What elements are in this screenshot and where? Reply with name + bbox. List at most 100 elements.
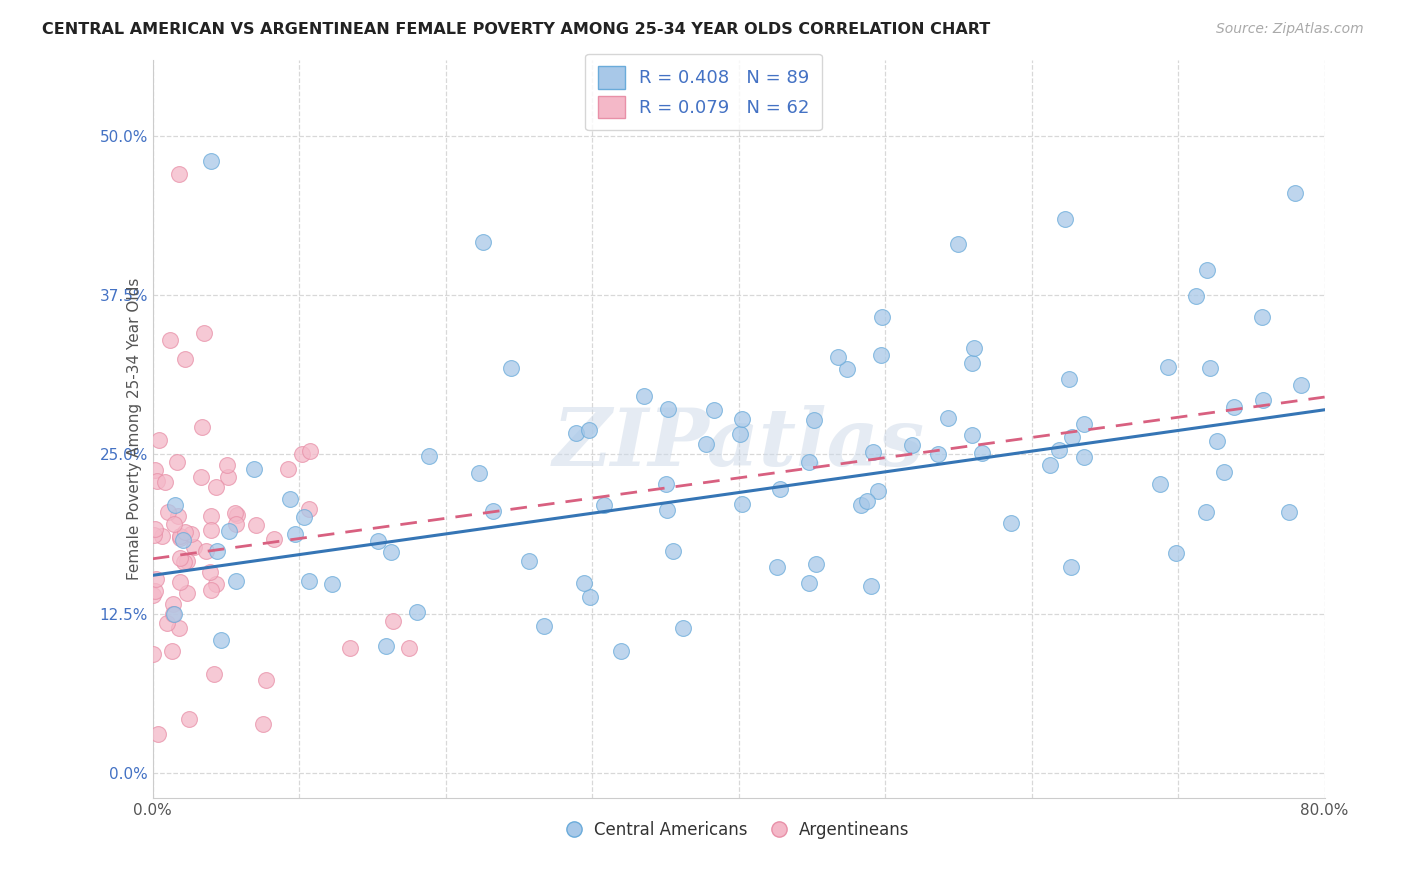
Point	[1000, 516, 1022, 531]
Point	[215, 458, 238, 472]
Point	[200, 508, 222, 523]
Point	[145, 572, 167, 586]
Point	[153, 475, 176, 489]
Point	[195, 544, 218, 558]
Point	[1062, 430, 1084, 444]
Point	[468, 466, 491, 480]
Point	[472, 235, 495, 249]
Point	[176, 586, 198, 600]
Point	[225, 517, 247, 532]
Point	[574, 576, 596, 591]
Point	[661, 543, 683, 558]
Point	[765, 559, 787, 574]
Point	[1073, 450, 1095, 465]
Point	[142, 647, 165, 661]
Point	[200, 523, 222, 537]
Point	[299, 444, 322, 458]
Point	[242, 462, 264, 476]
Point	[1251, 310, 1274, 324]
Point	[856, 493, 879, 508]
Point	[1149, 477, 1171, 491]
Point	[1057, 372, 1080, 386]
Point	[1195, 505, 1218, 519]
Point	[169, 531, 191, 545]
Point	[298, 574, 321, 589]
Point	[167, 621, 190, 635]
Point	[936, 411, 959, 425]
Point	[1222, 400, 1244, 414]
Point	[159, 333, 181, 347]
Point	[165, 498, 187, 512]
Point	[298, 501, 321, 516]
Point	[146, 474, 169, 488]
Point	[870, 348, 893, 362]
Point	[142, 588, 165, 602]
Point	[381, 615, 404, 629]
Point	[200, 154, 222, 169]
Point	[225, 508, 247, 522]
Point	[167, 509, 190, 524]
Point	[173, 555, 195, 569]
Point	[1197, 262, 1219, 277]
Point	[859, 579, 882, 593]
Point	[156, 505, 179, 519]
Point	[169, 528, 191, 542]
Point	[960, 356, 983, 370]
Point	[610, 643, 633, 657]
Legend: Central Americans, Argentineans: Central Americans, Argentineans	[561, 814, 917, 846]
Point	[200, 583, 222, 598]
Point	[900, 438, 922, 452]
Point	[176, 554, 198, 568]
Point	[1284, 186, 1306, 201]
Point	[797, 576, 820, 591]
Point	[193, 326, 215, 341]
Point	[263, 532, 285, 546]
Point	[278, 492, 301, 507]
Point	[173, 524, 195, 539]
Point	[1059, 560, 1081, 574]
Point	[277, 461, 299, 475]
Point	[190, 420, 212, 434]
Point	[160, 643, 183, 657]
Point	[254, 673, 277, 687]
Point	[962, 427, 984, 442]
Point	[169, 550, 191, 565]
Point	[205, 544, 228, 558]
Point	[1053, 211, 1076, 226]
Y-axis label: Female Poverty Among 25-34 Year Olds: Female Poverty Among 25-34 Year Olds	[127, 277, 142, 580]
Point	[728, 427, 751, 442]
Point	[1289, 378, 1312, 392]
Point	[198, 565, 221, 579]
Point	[150, 529, 173, 543]
Point	[1198, 361, 1220, 376]
Point	[204, 480, 226, 494]
Point	[183, 541, 205, 555]
Point	[1164, 546, 1187, 560]
Point	[868, 484, 890, 499]
Point	[172, 533, 194, 548]
Point	[252, 717, 274, 731]
Point	[146, 727, 169, 741]
Point	[167, 167, 190, 181]
Point	[339, 640, 361, 655]
Point	[143, 463, 166, 477]
Point	[533, 619, 555, 633]
Point	[803, 413, 825, 427]
Point	[375, 639, 398, 653]
Point	[143, 528, 166, 542]
Point	[948, 237, 970, 252]
Point	[655, 503, 678, 517]
Point	[849, 498, 872, 512]
Point	[835, 361, 858, 376]
Point	[205, 577, 228, 591]
Point	[225, 574, 247, 588]
Point	[180, 527, 202, 541]
Point	[380, 545, 402, 559]
Point	[418, 449, 440, 463]
Text: Source: ZipAtlas.com: Source: ZipAtlas.com	[1216, 22, 1364, 37]
Point	[703, 402, 725, 417]
Point	[1184, 289, 1206, 303]
Point	[367, 534, 389, 549]
Point	[827, 350, 849, 364]
Point	[1039, 458, 1062, 473]
